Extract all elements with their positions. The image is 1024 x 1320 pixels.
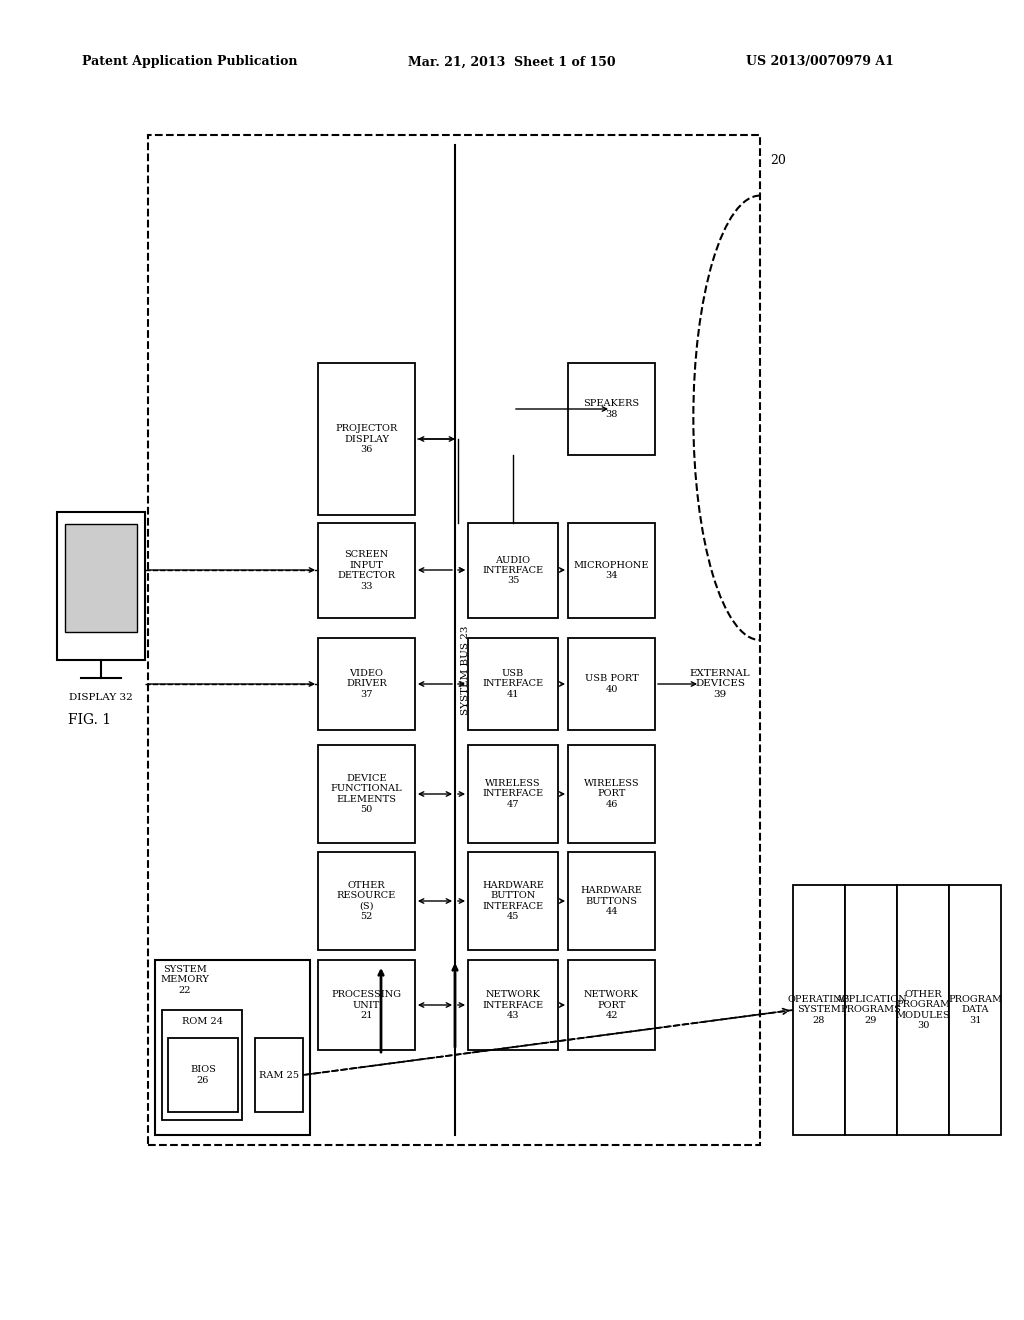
Bar — [65, 524, 137, 632]
Bar — [568, 523, 655, 618]
Bar — [568, 638, 655, 730]
Bar — [568, 851, 655, 950]
Bar — [318, 960, 415, 1049]
Bar — [255, 1038, 303, 1111]
Text: SCREEN
INPUT
DETECTOR
33: SCREEN INPUT DETECTOR 33 — [338, 550, 395, 590]
Bar — [57, 512, 145, 660]
Text: HARDWARE
BUTTON
INTERFACE
45: HARDWARE BUTTON INTERFACE 45 — [482, 880, 544, 921]
Text: DISPLAY 32: DISPLAY 32 — [70, 693, 133, 702]
Text: BIOS
26: BIOS 26 — [190, 1065, 216, 1085]
Bar — [162, 1010, 242, 1119]
Text: USB
INTERFACE
41: USB INTERFACE 41 — [482, 669, 544, 698]
Text: WIRELESS
PORT
46: WIRELESS PORT 46 — [584, 779, 639, 809]
Bar — [568, 744, 655, 843]
Text: MICROPHONE
34: MICROPHONE 34 — [573, 561, 649, 581]
Text: HARDWARE
BUTTONS
44: HARDWARE BUTTONS 44 — [581, 886, 642, 916]
Text: ROM 24: ROM 24 — [181, 1018, 222, 1027]
Text: VIDEO
DRIVER
37: VIDEO DRIVER 37 — [346, 669, 387, 698]
Bar — [468, 523, 558, 618]
Bar — [318, 523, 415, 618]
Bar — [318, 638, 415, 730]
Text: Mar. 21, 2013  Sheet 1 of 150: Mar. 21, 2013 Sheet 1 of 150 — [409, 55, 615, 69]
Bar — [468, 851, 558, 950]
Text: RAM 25: RAM 25 — [259, 1071, 299, 1080]
Bar — [793, 884, 845, 1135]
Text: OTHER
RESOURCE
(S)
52: OTHER RESOURCE (S) 52 — [337, 880, 396, 921]
Bar — [568, 363, 655, 455]
Bar — [568, 960, 655, 1049]
Text: PROCESSING
UNIT
21: PROCESSING UNIT 21 — [332, 990, 401, 1020]
Bar — [318, 851, 415, 950]
Text: SYSTEM
MEMORY
22: SYSTEM MEMORY 22 — [161, 965, 210, 995]
Bar — [148, 135, 760, 1144]
Bar — [897, 884, 949, 1135]
Text: PROGRAM
DATA
31: PROGRAM DATA 31 — [948, 995, 1002, 1024]
Bar — [468, 638, 558, 730]
Text: Patent Application Publication: Patent Application Publication — [82, 55, 298, 69]
Bar — [318, 744, 415, 843]
Text: PROJECTOR
DISPLAY
36: PROJECTOR DISPLAY 36 — [336, 424, 397, 454]
Text: USB PORT
40: USB PORT 40 — [585, 675, 638, 694]
Text: DEVICE
FUNCTIONAL
ELEMENTS
50: DEVICE FUNCTIONAL ELEMENTS 50 — [331, 774, 402, 814]
Text: SYSTEM BUS 23: SYSTEM BUS 23 — [461, 626, 469, 714]
Text: WIRELESS
INTERFACE
47: WIRELESS INTERFACE 47 — [482, 779, 544, 809]
Bar — [949, 884, 1001, 1135]
Bar — [468, 960, 558, 1049]
Text: EXTERNAL
DEVICES
39: EXTERNAL DEVICES 39 — [690, 669, 751, 698]
Bar — [468, 744, 558, 843]
Bar — [168, 1038, 238, 1111]
Text: 20: 20 — [770, 153, 786, 166]
Bar — [845, 884, 897, 1135]
Bar — [155, 960, 310, 1135]
Text: US 2013/0070979 A1: US 2013/0070979 A1 — [746, 55, 894, 69]
Text: OPERATING
SYSTEM
28: OPERATING SYSTEM 28 — [787, 995, 850, 1024]
Text: FIG. 1: FIG. 1 — [68, 713, 112, 727]
Bar — [318, 363, 415, 515]
Text: AUDIO
INTERFACE
35: AUDIO INTERFACE 35 — [482, 556, 544, 585]
Text: NETWORK
PORT
42: NETWORK PORT 42 — [584, 990, 639, 1020]
Text: OTHER
PROGRAM
MODULES
30: OTHER PROGRAM MODULES 30 — [896, 990, 950, 1030]
Text: SPEAKERS
38: SPEAKERS 38 — [584, 399, 640, 418]
Text: APPLICATION
PROGRAMS
29: APPLICATION PROGRAMS 29 — [836, 995, 907, 1024]
Text: NETWORK
INTERFACE
43: NETWORK INTERFACE 43 — [482, 990, 544, 1020]
